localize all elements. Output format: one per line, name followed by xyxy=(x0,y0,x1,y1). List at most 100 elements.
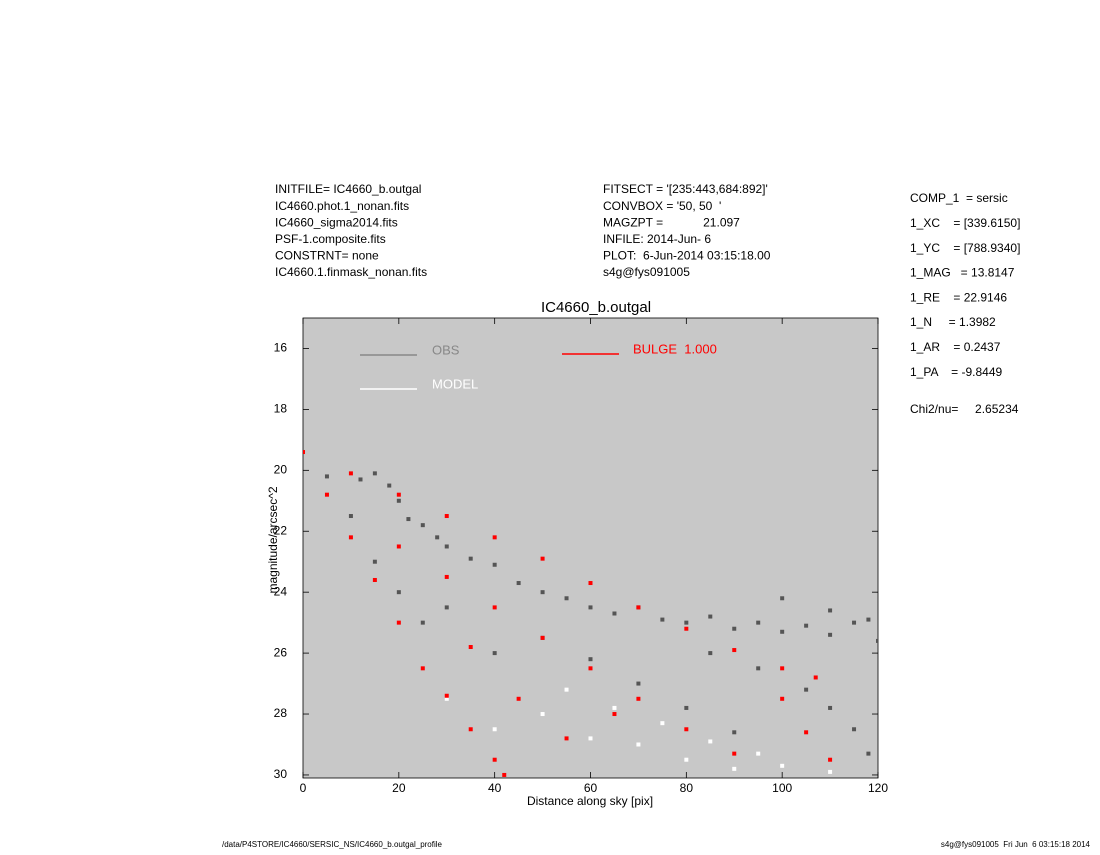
scatter-point xyxy=(444,605,449,610)
header-left-line: PSF-1.composite.fits xyxy=(275,232,386,246)
scatter-point xyxy=(636,696,641,701)
scatter-point xyxy=(804,623,809,628)
scatter-point xyxy=(852,620,857,625)
x-tick-label: 120 xyxy=(868,781,888,795)
parameter-line: 1_RE = 22.9146 xyxy=(910,290,1007,304)
scatter-point xyxy=(372,471,377,476)
scatter-point xyxy=(372,577,377,582)
legend-label: OBS xyxy=(432,342,460,357)
scatter-point xyxy=(732,730,737,735)
x-axis-label: Distance along sky [pix] xyxy=(527,794,653,808)
scatter-point xyxy=(732,648,737,653)
x-tick-label: 0 xyxy=(300,781,307,795)
scatter-point xyxy=(780,666,785,671)
header-left-line: INITFILE= IC4660_b.outgal xyxy=(275,182,421,196)
scatter-point xyxy=(540,712,545,717)
footer-right: s4g@fys091005 Fri Jun 6 03:15:18 2014 xyxy=(941,840,1091,849)
scatter-point xyxy=(444,693,449,698)
scatter-point xyxy=(588,605,593,610)
scatter-point xyxy=(516,581,521,586)
y-tick-label: 22 xyxy=(274,523,288,537)
scatter-point xyxy=(780,696,785,701)
scatter-point xyxy=(756,666,761,671)
parameter-line: 1_N = 1.3982 xyxy=(910,315,996,329)
scatter-point xyxy=(444,696,449,701)
scatter-point xyxy=(660,721,665,726)
data-layer xyxy=(303,450,878,777)
scatter-point xyxy=(708,651,713,656)
scatter-point xyxy=(866,751,871,756)
footer-left: /data/P4STORE/IC4660/SERSIC_NS/IC4660_b.… xyxy=(222,840,443,849)
scatter-point xyxy=(492,605,497,610)
y-axis-label: magnitude/arcsec^2 xyxy=(266,486,280,593)
header-center-line: CONVBOX = '50, 50 ' xyxy=(603,199,721,213)
scatter-point xyxy=(612,712,617,717)
scatter-point xyxy=(468,727,473,732)
scatter-point xyxy=(492,651,497,656)
scatter-point xyxy=(684,620,689,625)
scatter-point xyxy=(708,614,713,619)
parameter-line: 1_XC = [339.6150] xyxy=(910,216,1020,230)
scatter-point xyxy=(564,687,569,692)
scatter-point xyxy=(732,766,737,771)
scatter-point xyxy=(780,763,785,768)
parameter-line: 1_AR = 0.2437 xyxy=(910,340,1001,354)
scatter-point xyxy=(588,736,593,741)
scatter-point xyxy=(324,492,329,497)
y-tick-label: 20 xyxy=(274,462,288,476)
scatter-point xyxy=(303,450,305,455)
scatter-point xyxy=(396,544,401,549)
scatter-point xyxy=(420,620,425,625)
header-center-line: s4g@fys091005 xyxy=(603,265,690,279)
scatter-point xyxy=(348,471,353,476)
scatter-point xyxy=(396,620,401,625)
header-left-line: IC4660.1.finmask_nonan.fits xyxy=(275,265,427,279)
scatter-point xyxy=(828,705,833,710)
scatter-point xyxy=(756,751,761,756)
scatter-point xyxy=(564,596,569,601)
scatter-point xyxy=(444,574,449,579)
scatter-point xyxy=(813,675,818,680)
y-tick-label: 26 xyxy=(274,645,288,659)
parameter-line: 1_YC = [788.9340] xyxy=(910,241,1020,255)
y-tick-label: 18 xyxy=(274,402,288,416)
parameter-line: 1_PA = -9.8449 xyxy=(910,365,1003,379)
scatter-point xyxy=(348,514,353,519)
parameter-line: COMP_1 = sersic xyxy=(910,191,1008,205)
scatter-point xyxy=(756,620,761,625)
header-center-line: INFILE: 2014-Jun- 6 xyxy=(603,232,711,246)
scatter-point xyxy=(540,590,545,595)
header-center-line: FITSECT = '[235:443,684:892]' xyxy=(603,182,768,196)
x-tick-label: 60 xyxy=(584,781,598,795)
legend-label: MODEL xyxy=(432,376,478,391)
scatter-point xyxy=(502,772,507,777)
scatter-point xyxy=(780,596,785,601)
scatter-point xyxy=(492,535,497,540)
header-left-line: CONSTRNT= none xyxy=(275,249,379,263)
scatter-point xyxy=(468,645,473,650)
scatter-point xyxy=(804,687,809,692)
scatter-point xyxy=(588,666,593,671)
scatter-point xyxy=(540,635,545,640)
header-center-line: MAGZPT = 21.097 xyxy=(603,215,740,229)
scatter-point xyxy=(684,705,689,710)
scatter-point xyxy=(540,556,545,561)
scatter-point xyxy=(564,736,569,741)
scatter-point xyxy=(660,617,665,622)
scatter-point xyxy=(387,483,392,488)
scatter-point xyxy=(420,666,425,671)
scatter-point xyxy=(866,617,871,622)
y-tick-label: 24 xyxy=(274,584,288,598)
scatter-point xyxy=(876,638,878,643)
header-left-line: IC4660.phot.1_nonan.fits xyxy=(275,199,409,213)
parameter-line: 1_MAG = 13.8147 xyxy=(910,266,1015,280)
scatter-point xyxy=(804,730,809,735)
scatter-point xyxy=(588,581,593,586)
scatter-point xyxy=(684,757,689,762)
scatter-point xyxy=(684,727,689,732)
x-tick-label: 100 xyxy=(772,781,792,795)
scatter-point xyxy=(588,657,593,662)
scatter-point xyxy=(406,517,411,522)
scatter-point xyxy=(828,769,833,774)
